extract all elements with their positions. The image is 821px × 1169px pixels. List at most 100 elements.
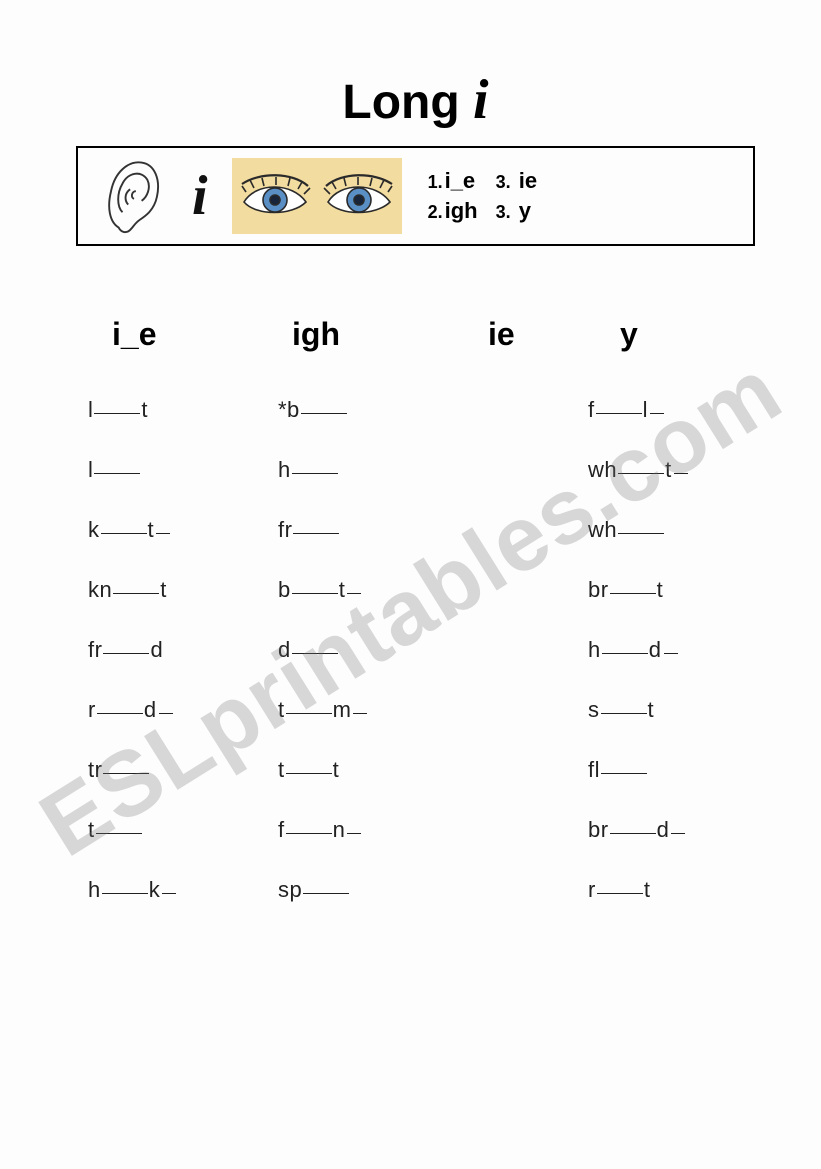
fill-blank-small[interactable] [674,473,688,474]
word-blank: tt [278,757,488,783]
fill-blank-small[interactable] [156,533,170,534]
fill-blank[interactable] [292,653,338,654]
fill-blank[interactable] [601,713,647,714]
column-head-ie: ie [488,316,588,353]
fill-blank[interactable] [618,533,664,534]
fill-blank[interactable] [293,533,339,534]
title-word-long: Long [342,76,459,129]
worksheet-grid: i_e ltlktkntfrdrdtrthk igh *bhfrbtdtmttf… [80,316,751,937]
fill-blank[interactable] [286,713,332,714]
fill-blank[interactable] [597,893,643,894]
fill-blank[interactable] [292,473,338,474]
word-suffix: d [144,697,157,722]
word-blank: fl [588,397,751,423]
word-blank: hk [88,877,278,903]
pattern-4-num: 3. [496,202,511,222]
pattern-3: 3. ie [496,168,538,194]
fill-blank[interactable] [610,833,656,834]
fill-blank-small[interactable] [650,413,664,414]
word-suffix: d [657,817,670,842]
word-suffix: t [141,397,148,422]
worksheet-page: Long i i [0,0,821,1169]
word-prefix: s [588,697,600,722]
word-blank: rt [588,877,751,903]
word-prefix: fr [278,517,292,542]
word-prefix: wh [588,517,617,542]
word-prefix: h [588,637,601,662]
fill-blank-small[interactable] [159,713,173,714]
word-blank: kt [88,517,278,543]
fill-blank[interactable] [94,413,140,414]
word-suffix: d [150,637,163,662]
word-blank: lt [88,397,278,423]
word-suffix: t [648,697,655,722]
word-suffix: t [657,577,664,602]
fill-blank[interactable] [596,413,642,414]
word-prefix: kn [88,577,112,602]
rule-sound-letter: i [192,164,208,228]
fill-blank[interactable] [94,473,140,474]
column-i-e: i_e ltlktkntfrdrdtrthk [88,316,278,937]
pattern-2-num: 2. [428,202,443,222]
fill-blank[interactable] [602,653,648,654]
word-blank: tm [278,697,488,723]
fill-blank[interactable] [610,593,656,594]
word-prefix: d [278,637,291,662]
pattern-4-txt: y [519,198,531,223]
word-prefix: k [88,517,100,542]
word-blank: br d [588,817,751,843]
word-blank: brt [588,577,751,603]
word-suffix: t [339,577,346,602]
word-prefix: fr [88,637,102,662]
fill-blank-small[interactable] [671,833,685,834]
fill-blank[interactable] [97,713,143,714]
word-prefix: r [588,877,596,902]
word-suffix: d [649,637,662,662]
word-blank: d [278,637,488,663]
word-blank: wh t [588,457,751,483]
word-blank: fl [588,757,751,783]
word-suffix: m [333,697,352,722]
fill-blank[interactable] [96,833,142,834]
fill-blank[interactable] [618,473,664,474]
word-prefix: l [88,397,93,422]
fill-blank-small[interactable] [347,833,361,834]
fill-blank[interactable] [286,833,332,834]
word-blank: sp [278,877,488,903]
fill-blank[interactable] [301,413,347,414]
fill-blank[interactable] [103,773,149,774]
fill-blank-small[interactable] [664,653,678,654]
word-prefix: *b [278,397,300,422]
word-prefix: h [88,877,101,902]
word-blank: t [88,817,278,843]
column-head-y: y [588,316,751,353]
word-prefix: sp [278,877,302,902]
fill-blank[interactable] [103,653,149,654]
fill-blank[interactable] [102,893,148,894]
fill-blank-small[interactable] [347,593,361,594]
pattern-2: 2.igh [428,198,478,224]
fill-blank-small[interactable] [353,713,367,714]
word-prefix: wh [588,457,617,482]
word-prefix: br [588,817,609,842]
word-blank: fr d [88,637,278,663]
pattern-list: 1.i_e 3. ie 2.igh 3. y [428,168,538,224]
word-suffix: t [665,457,672,482]
fill-blank[interactable] [303,893,349,894]
fill-blank[interactable] [292,593,338,594]
fill-blank[interactable] [113,593,159,594]
rule-box: i 1.i_e [76,146,755,246]
fill-blank[interactable] [101,533,147,534]
word-blank: tr [88,757,278,783]
fill-blank[interactable] [601,773,647,774]
word-blank: wh [588,517,751,543]
column-head-igh: igh [278,316,488,353]
word-blank: l [88,457,278,483]
fill-blank[interactable] [286,773,332,774]
word-prefix: fl [588,757,600,782]
word-blank: fr [278,517,488,543]
fill-blank-small[interactable] [162,893,176,894]
word-suffix: t [333,757,340,782]
word-blank: h [278,457,488,483]
word-prefix: t [278,757,285,782]
